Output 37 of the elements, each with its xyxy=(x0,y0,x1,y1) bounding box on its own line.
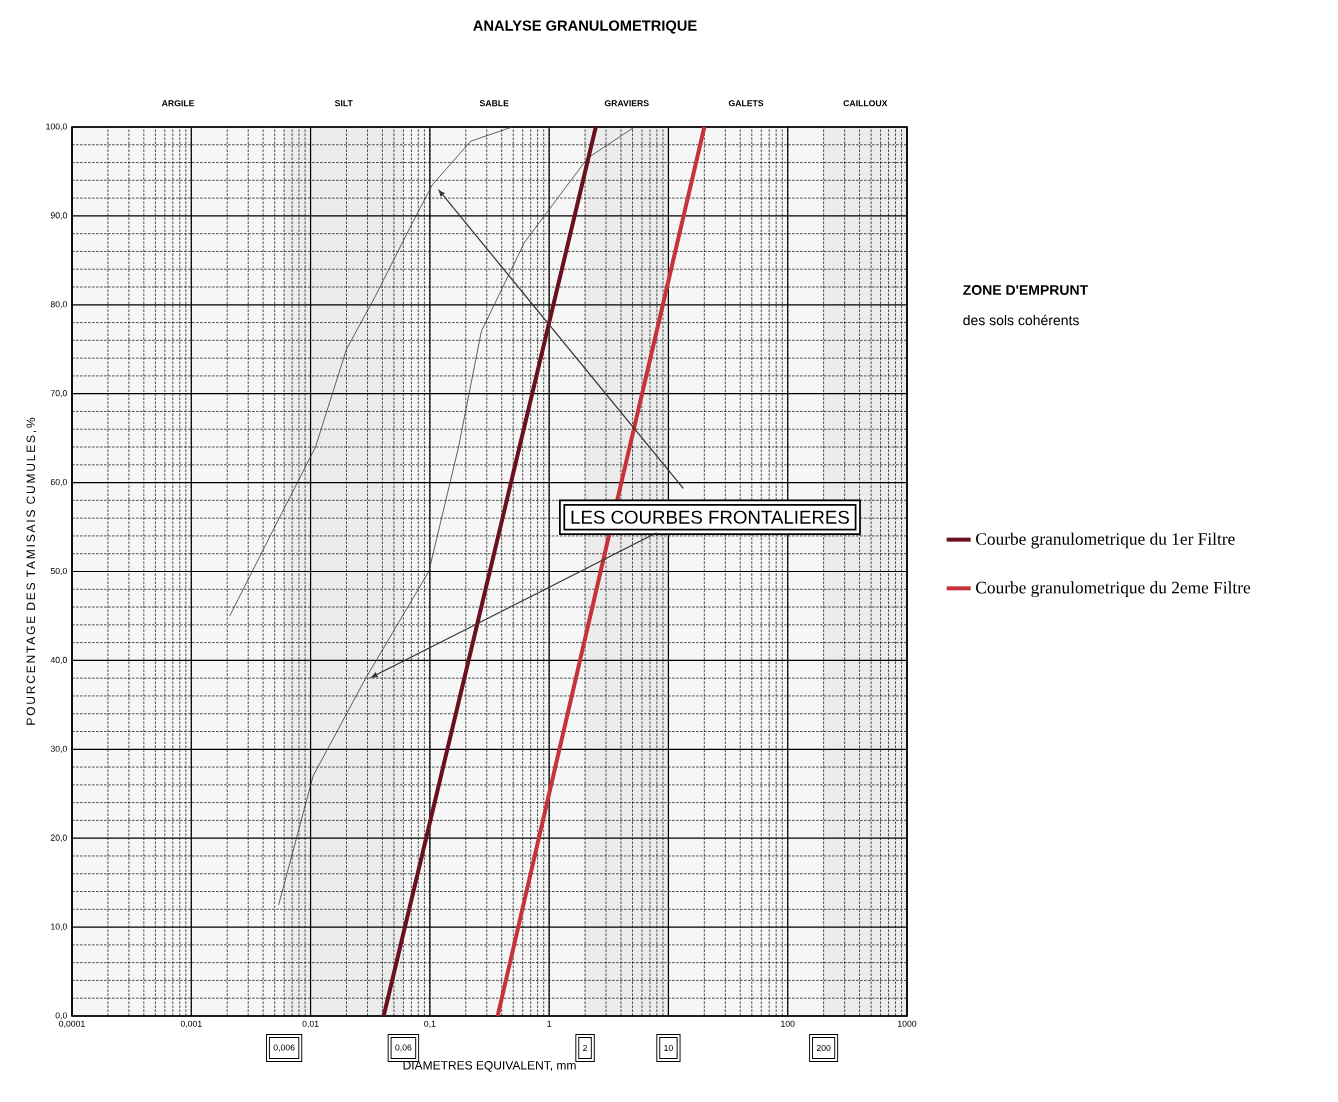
band-label: SILT xyxy=(334,100,353,107)
x-tick-label: 100 xyxy=(781,1020,795,1027)
y-axis-title: POURCENTAGE DES TAMISAIS CUMULES,% xyxy=(26,417,37,725)
text: 0,006 xyxy=(273,1044,295,1052)
legend-label: Courbe granulometrique du 1er Filtre xyxy=(976,532,1235,549)
band-label: SABLE xyxy=(479,100,509,107)
y-tick-label: 0,0 xyxy=(55,1012,67,1020)
text: ZONE D'EMPRUNT xyxy=(963,285,1088,295)
text: des sols cohérents xyxy=(963,314,1079,326)
legend-label: Courbe granulometrique du 2eme Filtre xyxy=(976,581,1251,598)
text: 0,06 xyxy=(395,1044,412,1052)
y-tick-label: 30,0 xyxy=(50,745,67,753)
y-tick-label: 60,0 xyxy=(50,479,67,487)
annotation: LES COURBES FRONTALIERES xyxy=(571,510,849,524)
text: 200 xyxy=(816,1044,831,1052)
y-tick-label: 40,0 xyxy=(50,656,67,664)
x-axis-title: DIAMETRES EQUIVALENT, mm xyxy=(403,1061,576,1072)
x-tick-label: 0,1 xyxy=(424,1020,436,1028)
band-label: ARGILE xyxy=(161,100,195,107)
y-tick-label: 10,0 xyxy=(51,923,67,931)
text: 2 xyxy=(583,1044,588,1052)
y-tick-label: 90,0 xyxy=(50,212,67,220)
y-tick-label: 70,0 xyxy=(50,390,67,398)
y-tick-label: 100,0 xyxy=(46,123,67,131)
band-label: GALETS xyxy=(728,100,764,107)
y-tick-label: 50,0 xyxy=(50,567,67,576)
text: 10 xyxy=(664,1044,673,1052)
x-tick-label: 1000 xyxy=(898,1020,917,1027)
x-tick-label: 0,01 xyxy=(302,1020,319,1028)
chart-title: ANALYSE GRANULOMETRIQUE xyxy=(473,20,697,34)
y-tick-label: 80,0 xyxy=(50,301,67,309)
x-tick-label: 1 xyxy=(547,1020,552,1027)
band-label: CAILLOUX xyxy=(843,100,888,107)
x-tick-label: 0,0001 xyxy=(59,1020,85,1028)
band-label: GRAVIERS xyxy=(604,100,649,107)
x-tick-label: 0,001 xyxy=(180,1020,202,1028)
y-tick-label: 20,0 xyxy=(50,834,67,842)
